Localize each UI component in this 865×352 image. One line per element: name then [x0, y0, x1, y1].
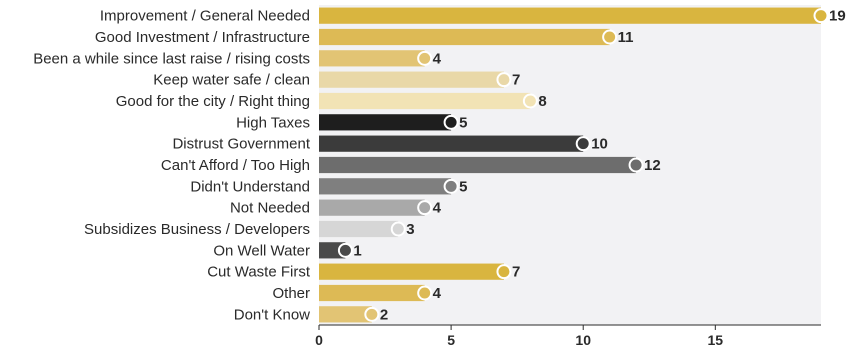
data-label: 4 — [433, 285, 442, 302]
category-label: High Taxes — [236, 114, 310, 131]
bar-end-marker — [496, 72, 512, 88]
category-label: Didn't Understand — [190, 178, 310, 195]
data-label: 8 — [538, 93, 546, 110]
data-label: 2 — [380, 306, 388, 323]
bar — [319, 306, 372, 323]
bar — [319, 242, 346, 259]
data-label: 3 — [406, 221, 414, 238]
bar-end-marker — [443, 178, 459, 194]
data-label: 19 — [829, 8, 846, 25]
bar-end-marker — [417, 200, 433, 216]
bar — [319, 263, 504, 280]
category-label: Improvement / General Needed — [100, 8, 310, 25]
category-label: Other — [272, 285, 310, 302]
bar — [319, 284, 425, 302]
bars-layer — [319, 7, 829, 323]
bar — [319, 92, 531, 110]
x-tick-label: 15 — [708, 332, 724, 347]
category-label: Been a while since last raise / rising c… — [33, 50, 310, 67]
bar — [319, 28, 610, 46]
bar-end-marker — [417, 50, 433, 66]
bar-end-marker — [417, 285, 433, 301]
bar — [319, 199, 425, 216]
bar — [319, 135, 584, 152]
bar-end-marker — [813, 8, 829, 24]
data-label: 5 — [459, 178, 467, 195]
category-label: Can't Afford / Too High — [161, 157, 310, 174]
category-label: Subsidizes Business / Developers — [84, 221, 310, 238]
category-label: Distrust Government — [172, 136, 310, 153]
bar — [319, 7, 821, 24]
data-label: 4 — [433, 50, 442, 67]
category-label: Don't Know — [234, 306, 310, 323]
data-label: 7 — [512, 72, 520, 89]
x-tick-label: 0 — [315, 332, 323, 347]
data-label: 4 — [433, 200, 442, 217]
x-tick-label: 5 — [447, 332, 455, 347]
category-label: Cut Waste First — [207, 264, 311, 281]
data-label: 1 — [353, 242, 361, 259]
category-label: On Well Water — [213, 242, 310, 259]
data-label: 5 — [459, 114, 467, 131]
category-labels: Improvement / General Needed 19 Good Inves… — [33, 8, 845, 324]
bar-end-marker — [364, 306, 380, 322]
x-tick-label: 10 — [575, 332, 591, 347]
category-label: Keep water safe / clean — [153, 72, 310, 89]
category-label: Good Investment / Infrastructure — [95, 29, 310, 46]
bar-end-marker — [443, 114, 459, 130]
bar-end-marker — [522, 93, 538, 109]
data-label: 12 — [644, 157, 661, 174]
category-label: Good for the city / Right thing — [116, 93, 310, 110]
bar-end-marker — [628, 157, 644, 173]
data-label: 7 — [512, 264, 520, 281]
category-label: Not Needed — [230, 200, 310, 217]
bar-end-marker — [575, 136, 591, 152]
x-axis: 0 5 10 15 — [315, 324, 821, 348]
bar — [319, 50, 425, 67]
bar — [319, 178, 452, 195]
bar — [319, 220, 399, 238]
data-label: 11 — [618, 29, 634, 46]
bar — [319, 114, 452, 131]
bar — [319, 71, 504, 88]
bar-end-marker — [496, 264, 512, 280]
data-label: 10 — [591, 136, 608, 153]
bar — [319, 156, 637, 174]
bar-end-marker — [602, 29, 618, 45]
bar-end-marker — [390, 221, 406, 237]
bar-end-marker — [337, 242, 353, 258]
